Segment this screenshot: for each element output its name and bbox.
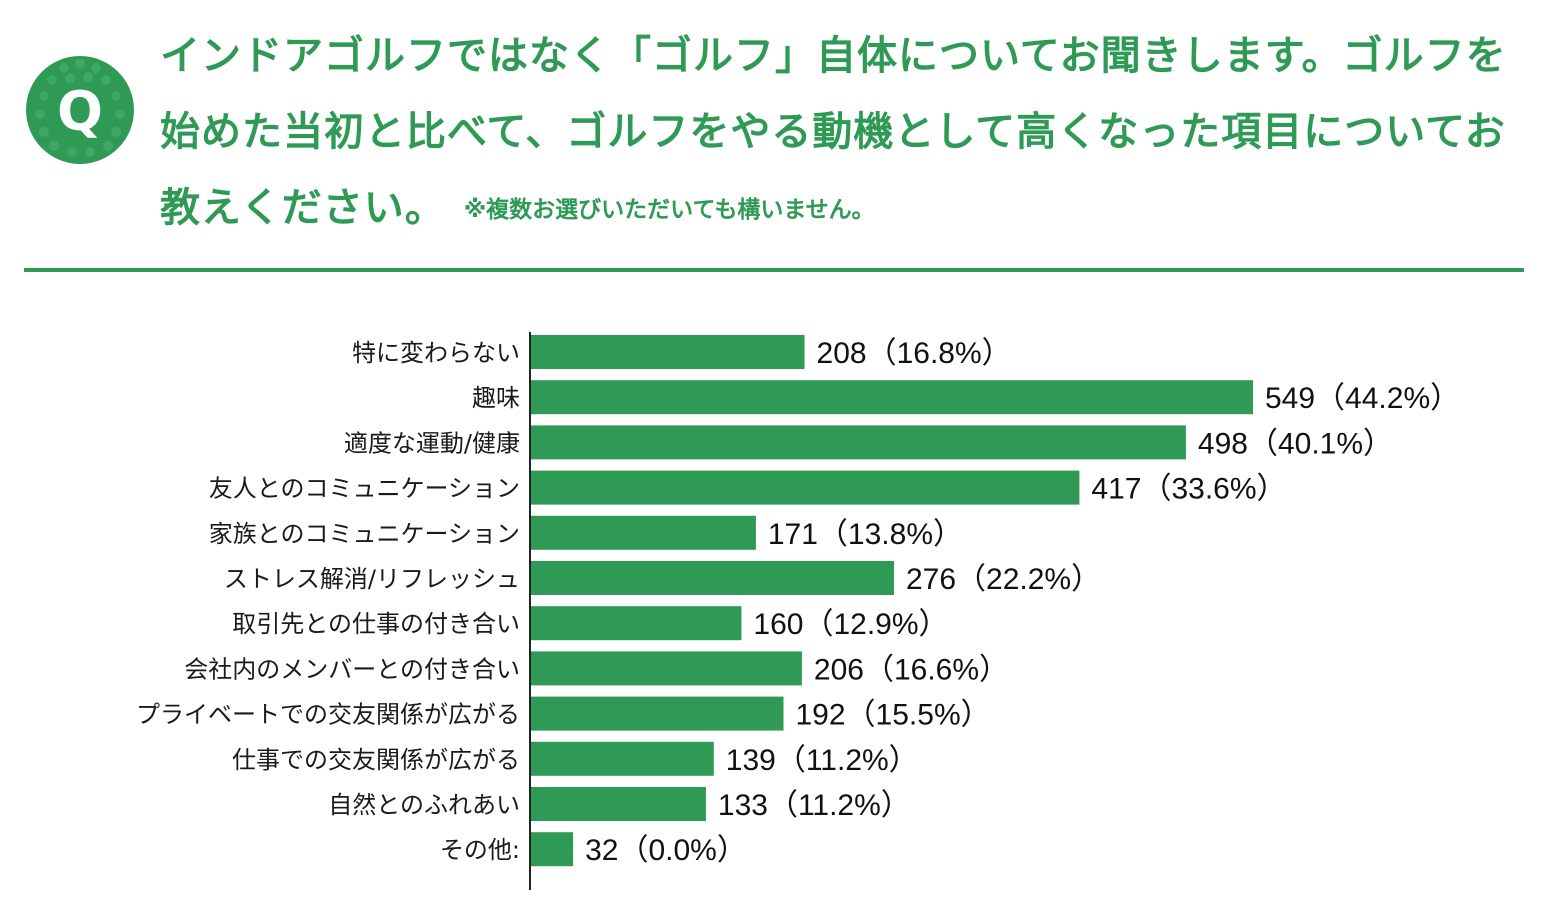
q-golf-ball-icon: Q — [26, 56, 134, 164]
category-label: 家族とのコミュニケーション — [209, 520, 520, 548]
category-label: 友人とのコミュニケーション — [209, 475, 520, 503]
bar — [531, 832, 574, 867]
category-label: その他: — [440, 836, 520, 864]
value-label: 417（33.6%） — [1091, 473, 1286, 506]
category-label: 仕事での交友関係が広がる — [232, 746, 520, 774]
category-label: ストレス解消/リフレッシュ — [224, 565, 520, 593]
q-badge-letter: Q — [57, 80, 103, 143]
value-label: 276（22.2%） — [906, 563, 1101, 596]
category-label: 適度な運動/健康 — [344, 429, 520, 457]
bar — [531, 470, 1080, 505]
value-label: 192（15.5%） — [796, 699, 991, 732]
category-label: 取引先との仕事の付き合い — [232, 610, 520, 638]
value-label: 208（16.8%） — [817, 337, 1012, 370]
bar — [531, 741, 714, 776]
bar — [531, 335, 805, 369]
value-label: 160（12.9%） — [753, 608, 948, 641]
category-label: 特に変わらない — [352, 339, 520, 367]
bar — [531, 606, 742, 641]
value-label: 498（40.1%） — [1198, 427, 1393, 460]
bar — [531, 787, 706, 821]
category-label: 自然とのふれあい — [328, 791, 520, 819]
value-label: 549（44.2%） — [1265, 382, 1460, 415]
bar — [531, 380, 1253, 415]
value-label: 139（11.2%） — [726, 744, 919, 777]
category-label: 趣味 — [472, 384, 520, 412]
value-label: 133（11.2%） — [718, 789, 911, 822]
bar — [531, 561, 894, 595]
bar — [531, 696, 784, 731]
value-label: 32（0.0%） — [585, 834, 747, 867]
bar — [531, 425, 1186, 460]
header-divider — [24, 268, 1524, 272]
value-label: 171（13.8%） — [768, 518, 963, 551]
category-label: 会社内のメンバーとの付き合い — [184, 655, 520, 683]
value-label: 206（16.6%） — [814, 653, 1009, 686]
question-text: インドアゴルフではなく「ゴルフ」自体についてお聞きします。ゴルフを始めた当初と比… — [160, 33, 1507, 231]
question-note: ※複数お選びいただいても構いません。 — [463, 197, 875, 223]
category-label: プライベートでの交友関係が広がる — [136, 701, 520, 729]
question-heading: インドアゴルフではなく「ゴルフ」自体についてお聞きします。ゴルフを始めた当初と比… — [160, 18, 1535, 248]
bar — [531, 651, 802, 686]
bar — [531, 515, 756, 550]
